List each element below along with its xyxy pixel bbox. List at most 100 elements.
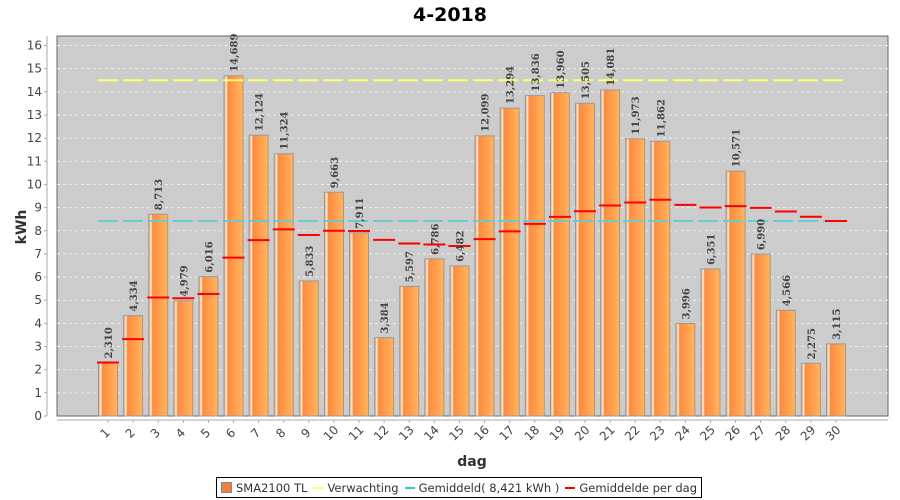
data-labels: 2,310 4,334 8,713 4,979 6,016 14,689 12,124 11,… (104, 34, 843, 360)
bar (650, 140, 671, 417)
legend-label: Gemiddeld( 8,421 kWh ) (418, 480, 560, 495)
y-tick-label: 4 (34, 316, 42, 330)
x-tick-label: 10 (321, 423, 342, 444)
x-tick-label: 5 (198, 426, 213, 441)
bar (399, 285, 420, 417)
legend-swatch-daily-average (565, 486, 576, 489)
data-label: 13,836 (531, 53, 542, 91)
bar (574, 102, 595, 417)
y-tick-label: 13 (27, 108, 42, 122)
data-label: 12,124 (255, 93, 266, 131)
bar (349, 232, 370, 417)
x-axis-label: dag (457, 454, 487, 470)
data-label: 13,960 (556, 50, 567, 88)
bar (424, 258, 445, 417)
y-tick-label: 0 (34, 409, 42, 423)
bar (248, 134, 269, 417)
legend-label: SMA2100 TL (236, 480, 308, 495)
y-tick-label: 2 (34, 363, 42, 377)
gridlines (57, 45, 888, 394)
data-label: 10,571 (732, 129, 743, 167)
legend-label: Gemiddelde per dag (579, 480, 698, 495)
data-label: 11,862 (656, 99, 667, 137)
legend-item-daily-average: Gemiddelde per dag (565, 481, 697, 495)
plot-area (56, 35, 889, 417)
x-tick-label: 4 (173, 426, 188, 441)
bar (499, 107, 520, 417)
data-label: 9,663 (330, 157, 341, 188)
bar (625, 138, 646, 417)
data-label: 2,275 (807, 328, 818, 359)
y-tick-label: 3 (34, 340, 42, 354)
bar (198, 276, 219, 417)
x-tick-label: 1 (98, 426, 113, 441)
x-tick-label: 24 (672, 423, 693, 444)
x-tick-label: 22 (622, 423, 643, 444)
data-label: 4,979 (179, 265, 190, 296)
data-label: 8,713 (154, 179, 165, 210)
y-tick-label: 10 (27, 177, 42, 191)
data-label: 13,505 (581, 61, 592, 99)
bar (374, 337, 395, 417)
x-tick-label: 16 (471, 423, 492, 444)
data-label: 6,351 (706, 234, 717, 265)
legend-swatch-expectation (313, 486, 324, 489)
x-tick-label: 3 (148, 426, 163, 441)
bar (298, 280, 319, 417)
legend-item-bars: SMA2100 TL (221, 481, 307, 495)
data-label: 6,016 (204, 241, 215, 272)
data-label: 12,099 (481, 94, 492, 132)
bar (775, 309, 796, 417)
data-label: 6,786 (430, 224, 441, 255)
x-tick-label: 8 (273, 426, 288, 441)
x-tick-label: 21 (597, 423, 618, 444)
legend-item-expectation: Verwachting (313, 480, 399, 495)
data-label: 11,973 (631, 96, 642, 134)
data-label: 6,482 (455, 231, 466, 262)
x-tick-label: 17 (496, 423, 517, 444)
bar (600, 89, 621, 417)
data-label: 4,566 (782, 275, 793, 306)
data-label: 5,833 (305, 246, 316, 277)
x-axis: 1 2 3 4 5 6 7 8 9 10 11 12 13 14 15 16 17 18 19 20 21 22 23 24 2… (57, 419, 888, 444)
bar (173, 300, 194, 417)
x-tick-label: 2 (123, 426, 138, 441)
data-label: 14,689 (230, 34, 241, 72)
x-tick-label: 11 (346, 423, 367, 444)
y-tick-label: 11 (27, 154, 42, 168)
bar (323, 191, 344, 417)
bar (750, 253, 771, 417)
x-tick-label: 14 (421, 423, 442, 444)
daily-average-markers (97, 198, 847, 364)
legend: SMA2100 TL Verwachting Gemiddeld( 8,421 … (216, 477, 703, 498)
x-tick-label: 25 (697, 423, 718, 444)
x-tick-label: 29 (798, 423, 819, 444)
y-tick-label: 8 (34, 224, 42, 238)
bar (549, 92, 570, 417)
legend-swatch-bars (221, 482, 232, 493)
bar (725, 170, 746, 417)
y-tick-label: 12 (27, 131, 42, 145)
data-label: 3,996 (681, 288, 692, 319)
x-tick-label: 20 (572, 423, 593, 444)
x-tick-label: 12 (371, 423, 392, 444)
bar (273, 153, 294, 417)
chart-title: 4-2018 (413, 4, 487, 26)
legend-item-average: Gemiddeld( 8,421 kWh ) (404, 480, 560, 495)
x-tick-label: 6 (223, 426, 238, 441)
legend-label: Verwachting (327, 480, 399, 495)
x-tick-label: 18 (522, 423, 543, 444)
bars (98, 75, 846, 417)
bar (826, 343, 846, 417)
data-label: 4,334 (129, 280, 140, 311)
legend-swatch-average (404, 486, 415, 489)
x-tick-label: 27 (748, 423, 769, 444)
y-tick-label: 15 (27, 62, 42, 76)
bar (223, 75, 244, 417)
y-tick-label: 7 (34, 247, 42, 261)
bar (449, 265, 470, 417)
data-label: 2,310 (104, 327, 115, 358)
bar (700, 268, 721, 417)
